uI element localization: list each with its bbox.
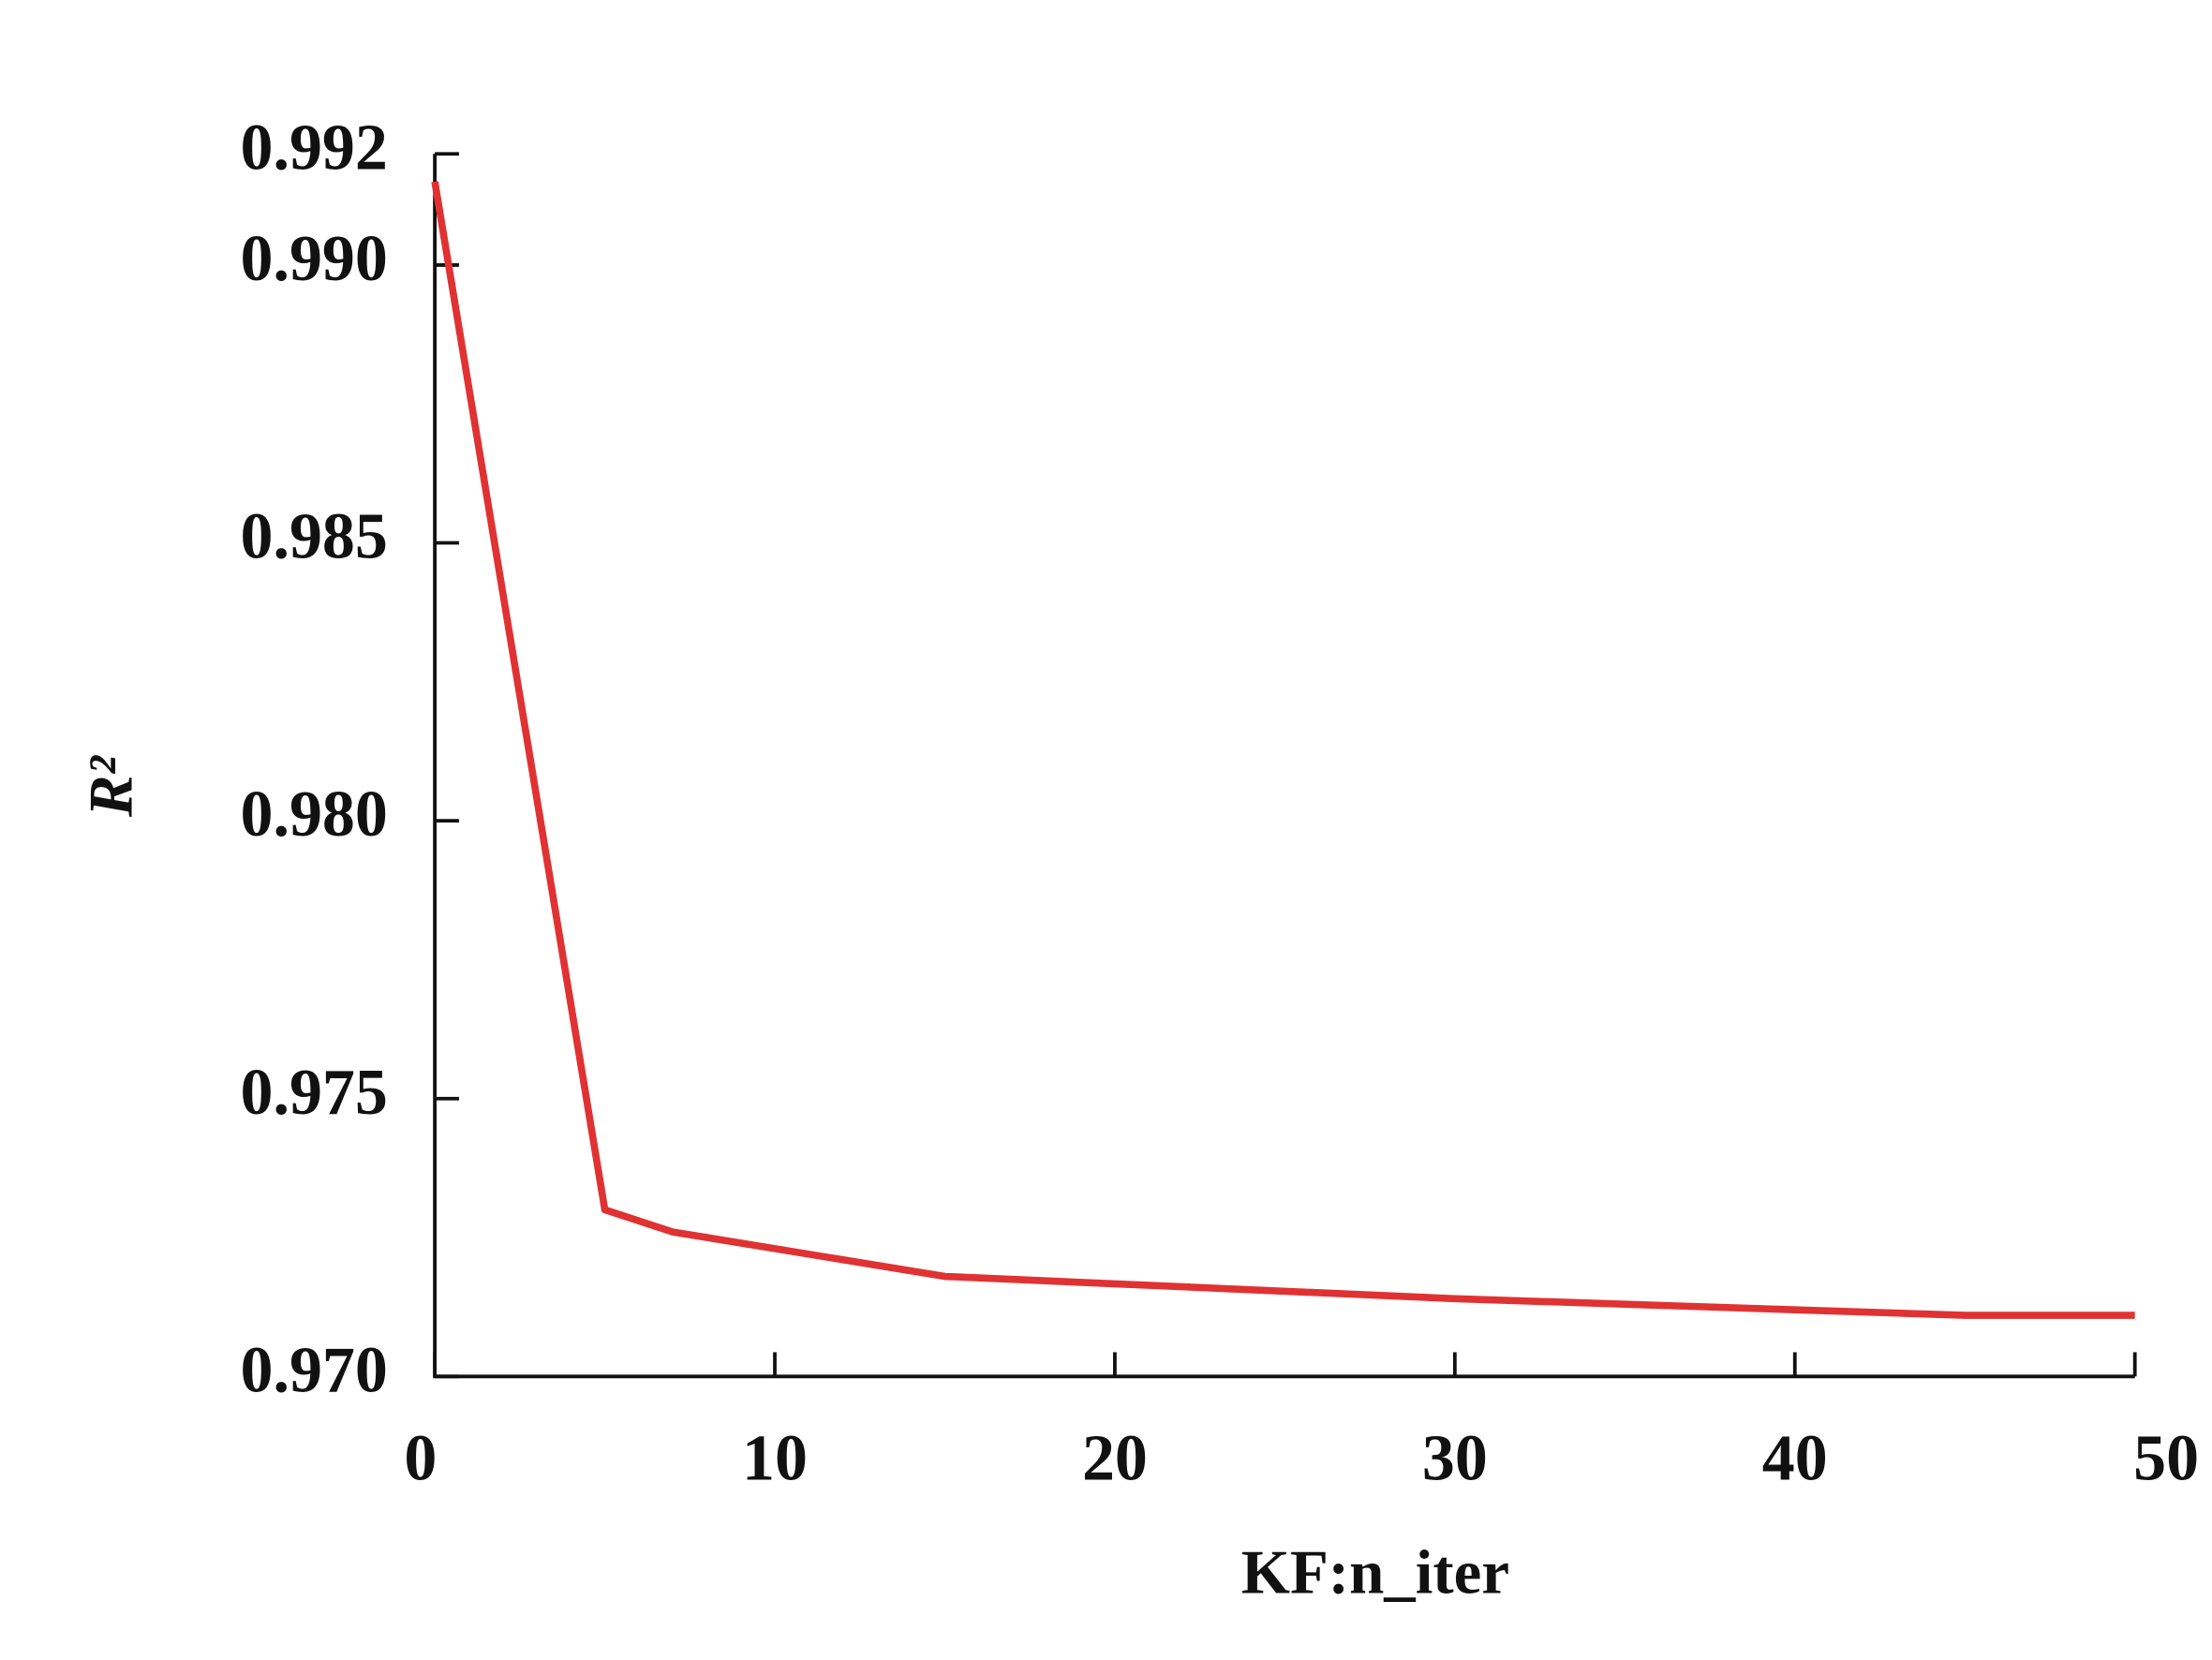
- y-tick-label: 0.992: [240, 111, 387, 184]
- x-tick-label: 30: [1422, 1423, 1488, 1495]
- y-tick-label: 0.970: [240, 1334, 387, 1406]
- x-tick-label: 20: [1082, 1423, 1148, 1495]
- y-tick-label: 0.975: [240, 1057, 387, 1129]
- x-tick-label: 50: [2133, 1423, 2199, 1495]
- y-tick-label: 0.990: [240, 223, 387, 295]
- x-tick-label: 10: [742, 1423, 808, 1495]
- x-tick-label: 40: [1762, 1423, 1828, 1495]
- y-axis-label: R²: [76, 754, 145, 818]
- axes: [433, 154, 2135, 1379]
- y-tick-label: 0.980: [240, 778, 387, 851]
- x-axis-label: KF:n_iter: [1241, 1538, 1509, 1608]
- x-tick-label: 0: [404, 1423, 437, 1495]
- y-tick-label: 0.985: [240, 501, 387, 573]
- line: [431, 181, 2135, 1319]
